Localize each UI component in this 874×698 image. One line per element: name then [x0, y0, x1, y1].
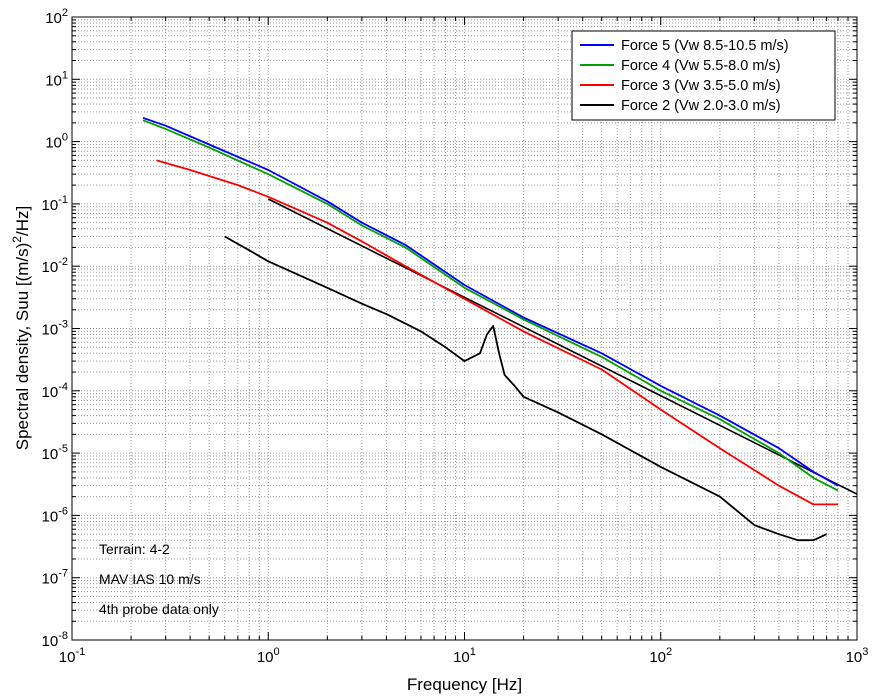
- reference-line: [267, 198, 858, 495]
- x-tick-label: 101: [453, 646, 476, 666]
- annotation-mav-ias: MAV IAS 10 m/s: [99, 571, 201, 587]
- x-tick-label: 103: [846, 646, 869, 666]
- x-axis-title: Frequency [Hz]: [407, 675, 522, 694]
- series-line-2: [142, 119, 839, 492]
- series-line-4: [224, 235, 827, 542]
- series-line-1: [142, 117, 839, 487]
- series-line-3: [156, 159, 838, 506]
- y-tick-label: 10-2: [42, 256, 68, 276]
- series-layer: [142, 117, 858, 542]
- x-tick-label: 10-1: [59, 646, 85, 666]
- legend-label: Force 2 (Vw 2.0-3.0 m/s): [621, 98, 781, 114]
- annotation-terrain: Terrain: 4-2: [99, 541, 170, 557]
- y-tick-label: 10-8: [42, 630, 68, 650]
- legend-label: Force 5 (Vw 8.5-10.5 m/s): [621, 38, 789, 54]
- y-axis-title-sup: 2: [10, 236, 24, 243]
- y-tick-label: 101: [45, 69, 68, 89]
- y-tick-label: 102: [45, 7, 68, 27]
- x-tick-label: 102: [649, 646, 672, 666]
- ticks: [71, 17, 857, 641]
- y-tick-label: 10-1: [42, 194, 68, 214]
- y-tick-label: 10-5: [42, 443, 68, 463]
- annotation-probe: 4th probe data only: [99, 601, 219, 617]
- legend: Force 5 (Vw 8.5-10.5 m/s) Force 4 (Vw 5.5…: [571, 30, 836, 121]
- y-tick-label: 10-3: [42, 319, 68, 339]
- tick-labels: 10-1 100 101 102 103 10-8 10-7 10-6 10-5 10-4 10-3…: [42, 7, 869, 666]
- y-axis-title: Spectral density, Suu [(m/s)2/Hz]: [10, 206, 32, 450]
- annotations: Terrain: 4-2 MAV IAS 10 m/s 4th probe da…: [99, 541, 219, 617]
- y-axis-title-tail: /Hz]: [13, 206, 32, 236]
- y-axis-title-main: Spectral density, Suu [(m/s): [13, 243, 32, 451]
- y-tick-label: 100: [45, 132, 68, 152]
- legend-label: Force 4 (Vw 5.5-8.0 m/s): [621, 58, 781, 74]
- y-tick-label: 10-6: [42, 505, 68, 525]
- legend-box: [571, 30, 836, 121]
- x-tick-label: 100: [257, 646, 280, 666]
- legend-label: Force 3 (Vw 3.5-5.0 m/s): [621, 78, 781, 94]
- y-tick-label: 10-7: [42, 568, 68, 588]
- y-tick-label: 10-4: [42, 381, 68, 401]
